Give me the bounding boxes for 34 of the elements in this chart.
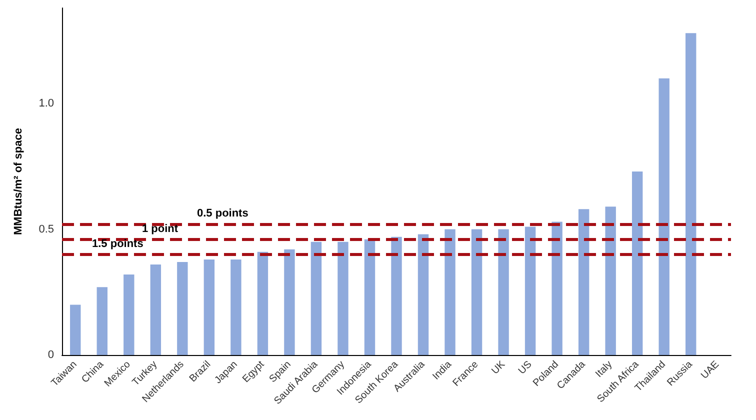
ref-line-label: 1.5 points [92, 238, 144, 250]
bar [124, 274, 134, 355]
bar [498, 229, 509, 355]
y-tick-label: 0 [48, 349, 54, 361]
bar [70, 304, 81, 355]
bar [257, 252, 268, 355]
bar [150, 264, 162, 355]
bar [310, 242, 322, 355]
bar [230, 259, 242, 355]
y-axis-title: MMBtus/m² of space [12, 128, 24, 235]
bar [524, 226, 536, 355]
ref-line-label: 1 point [142, 222, 178, 235]
bar [632, 171, 643, 355]
bar [552, 222, 562, 355]
bar [177, 262, 188, 355]
bar [605, 206, 616, 355]
bar [418, 234, 429, 355]
x-tick-label: US [516, 358, 534, 377]
y-tick-label: 0.5 [38, 223, 54, 236]
y-tick-label: 1.0 [38, 98, 54, 110]
bar [338, 242, 348, 355]
x-tick-label: Italy [594, 359, 614, 380]
bar [578, 209, 590, 355]
bar [444, 229, 456, 355]
ref-line-label: 0.5 points [197, 208, 248, 220]
bar [284, 249, 295, 355]
bar [658, 78, 670, 355]
bar [686, 33, 696, 355]
bar [391, 236, 402, 355]
bar [204, 259, 215, 355]
bar [96, 287, 108, 355]
bar [364, 239, 376, 355]
x-tick-label: UK [490, 358, 508, 377]
bar [471, 229, 482, 355]
